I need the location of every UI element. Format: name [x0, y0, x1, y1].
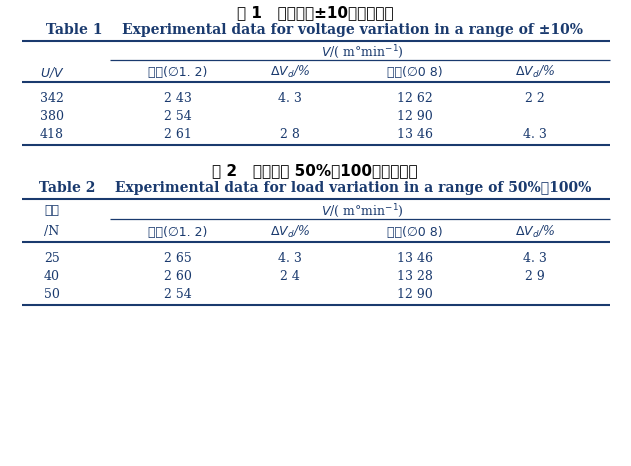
Text: /N: /N	[44, 226, 59, 239]
Text: $V$/( m°min$^{-1}$): $V$/( m°min$^{-1}$)	[321, 43, 403, 61]
Text: 2 61: 2 61	[164, 128, 192, 141]
Text: 低速(∅1. 2): 低速(∅1. 2)	[148, 226, 208, 239]
Text: 380: 380	[40, 110, 64, 123]
Text: Table 2    Experimental data for load variation in a range of 50%～100%: Table 2 Experimental data for load varia…	[39, 181, 591, 195]
Text: 342: 342	[40, 91, 64, 104]
Text: 表 1   电压波动±10％实验数据: 表 1 电压波动±10％实验数据	[237, 6, 393, 21]
Text: 4. 3: 4. 3	[523, 252, 547, 265]
Text: 50: 50	[44, 288, 60, 301]
Text: 13 46: 13 46	[397, 252, 433, 265]
Text: $\Delta V_d$/%: $\Delta V_d$/%	[270, 64, 310, 80]
Text: $U$/$V$: $U$/$V$	[40, 64, 64, 80]
Text: 25: 25	[44, 252, 60, 265]
Text: 418: 418	[40, 128, 64, 141]
Text: 13 46: 13 46	[397, 128, 433, 141]
Text: 负载: 负载	[45, 205, 59, 218]
Text: 2 60: 2 60	[164, 269, 192, 282]
Text: $\Delta V_d$/%: $\Delta V_d$/%	[515, 224, 555, 240]
Text: 40: 40	[44, 269, 60, 282]
Text: $\Delta V_d$/%: $\Delta V_d$/%	[270, 224, 310, 240]
Text: 2 4: 2 4	[280, 269, 300, 282]
Text: 2 2: 2 2	[525, 91, 545, 104]
Text: 2 65: 2 65	[164, 252, 192, 265]
Text: 4. 3: 4. 3	[278, 91, 302, 104]
Text: 表 2   负载变化 50%～100％实验数据: 表 2 负载变化 50%～100％实验数据	[212, 164, 418, 178]
Text: 高速(∅0 8): 高速(∅0 8)	[387, 226, 443, 239]
Text: $\Delta V_d$/%: $\Delta V_d$/%	[515, 64, 555, 80]
Text: 2 54: 2 54	[164, 288, 192, 301]
Text: 低速(∅1. 2): 低速(∅1. 2)	[148, 66, 208, 78]
Text: 12 90: 12 90	[397, 288, 433, 301]
Text: $V$/( m°min$^{-1}$): $V$/( m°min$^{-1}$)	[321, 202, 403, 220]
Text: 2 9: 2 9	[525, 269, 545, 282]
Text: 4. 3: 4. 3	[523, 128, 547, 141]
Text: 13 28: 13 28	[397, 269, 433, 282]
Text: 12 62: 12 62	[397, 91, 433, 104]
Text: Table 1    Experimental data for voltage variation in a range of ±10%: Table 1 Experimental data for voltage va…	[47, 23, 584, 37]
Text: 2 43: 2 43	[164, 91, 192, 104]
Text: 12 90: 12 90	[397, 110, 433, 123]
Text: 4. 3: 4. 3	[278, 252, 302, 265]
Text: 高速(∅0 8): 高速(∅0 8)	[387, 66, 443, 78]
Text: 2 8: 2 8	[280, 128, 300, 141]
Text: 2 54: 2 54	[164, 110, 192, 123]
